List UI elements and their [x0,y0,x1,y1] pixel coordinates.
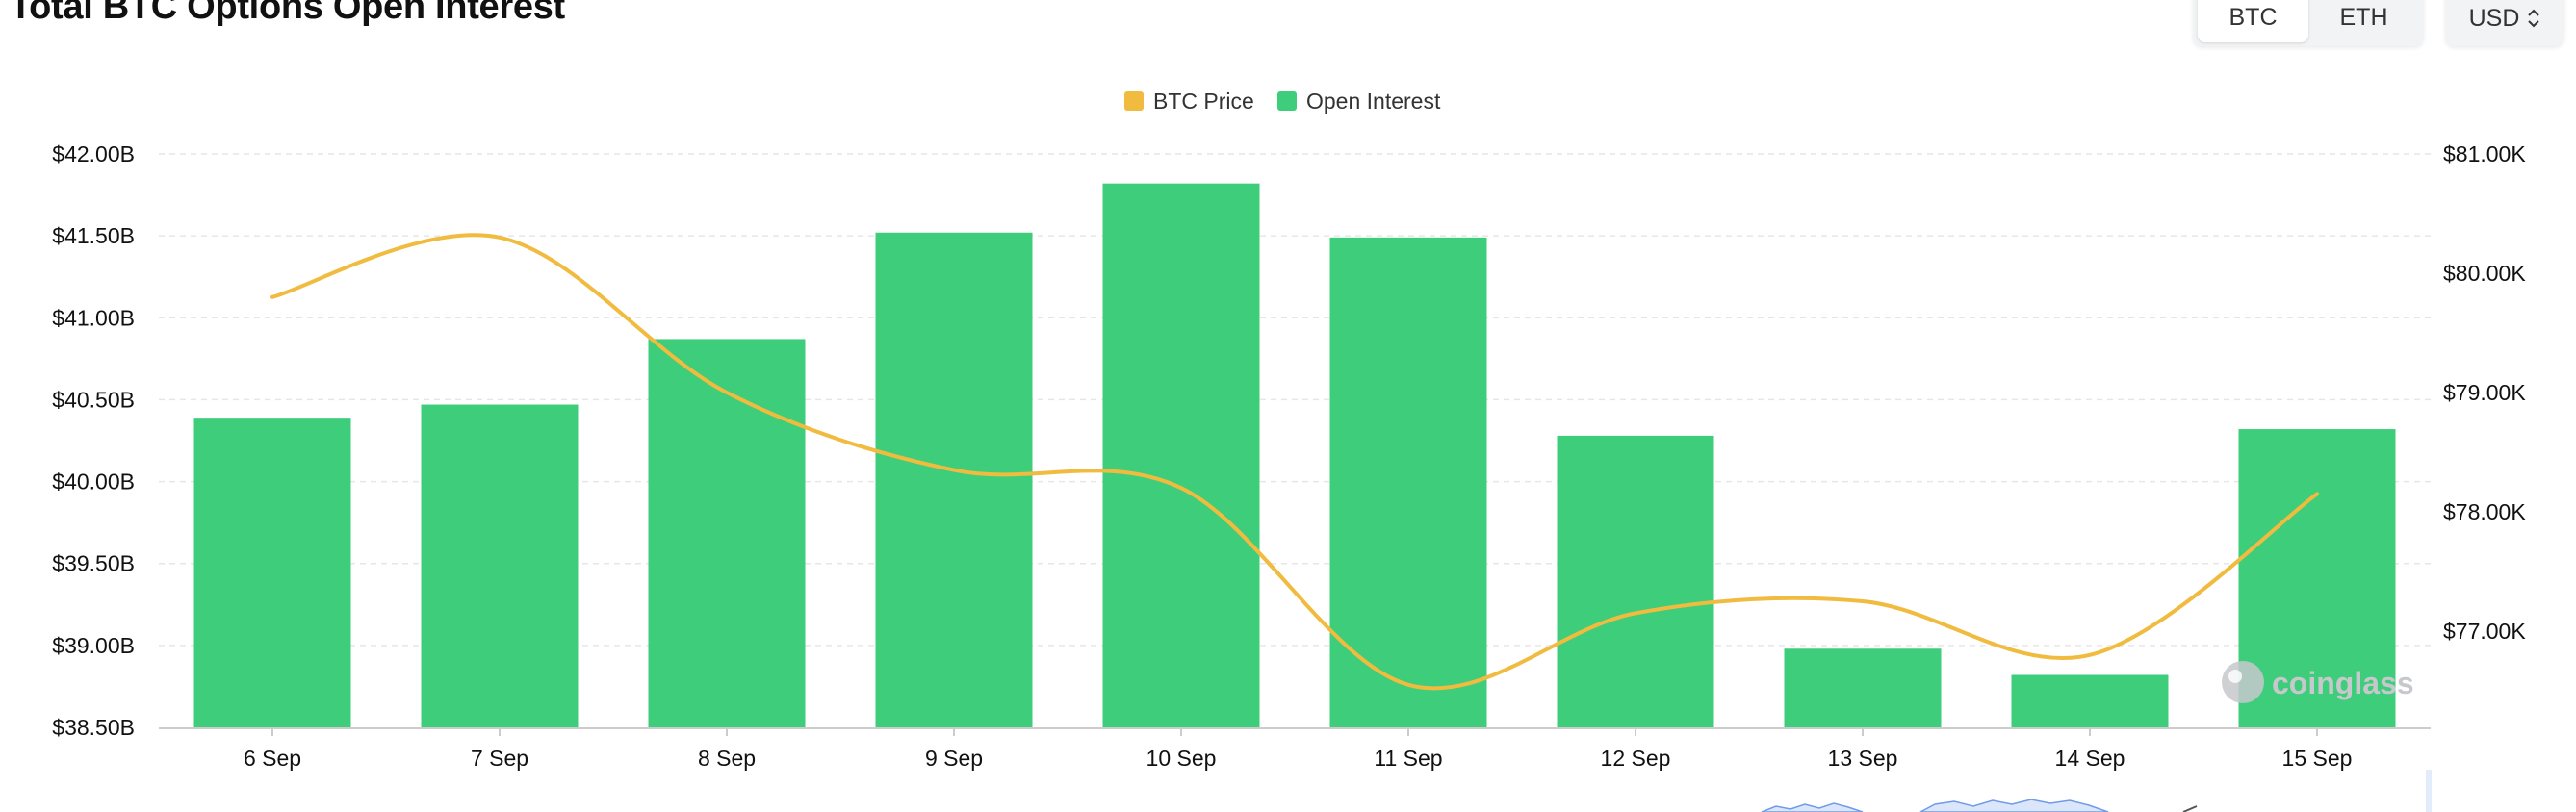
x-tick-label: 12 Sep [1601,746,1671,771]
x-tick-label: 6 Sep [244,746,301,771]
range-overview [1761,770,2432,812]
y-left-tick-label: $40.50B [52,387,135,412]
legend-swatch-btc-price [1124,91,1144,111]
y-right-tick-label: $77.00K [2443,619,2526,644]
x-tick-label: 8 Sep [698,746,756,771]
y-left-tick-label: $42.00B [52,141,135,166]
watermark: coinglass [2222,661,2414,703]
y-left-tick-label: $41.50B [52,223,135,248]
tab-eth[interactable]: ETH [2339,3,2388,31]
axes: $42.00B $41.50B $41.00B $40.50B $40.00B $39.5… [52,141,2526,771]
bar-open-interest [2238,429,2396,727]
currency-select[interactable]: USD [2445,0,2564,46]
asset-toggle: BTC ETH [2193,0,2424,46]
legend-label-open-interest: Open Interest [1306,89,1441,114]
x-tick-label: 13 Sep [1828,746,1898,771]
x-tick-label: 7 Sep [471,746,528,771]
bar-open-interest [1784,648,1942,727]
x-tick-label: 10 Sep [1146,746,1217,771]
watermark-text: coinglass [2272,666,2414,700]
y-left-tick-label: $39.00B [52,633,135,658]
legend: BTC Price Open Interest [1124,89,1441,114]
legend-item-btc-price[interactable]: BTC Price [1124,89,1254,114]
bar-open-interest [193,418,351,727]
bar-open-interest [1329,237,1487,728]
x-tick-label: 9 Sep [925,746,983,771]
line-btc-price [270,233,2319,691]
page-title: Total BTC Options Open Interest [10,0,565,27]
legend-swatch-open-interest [1277,91,1297,111]
y-left-tick-label: $40.00B [52,469,135,495]
y-left-tick-label: $39.50B [52,551,135,576]
tab-btc[interactable]: BTC [2198,0,2308,42]
bar-open-interest [2011,674,2169,727]
bar-open-interest [421,404,579,727]
grid-lines [159,153,2431,647]
btc-price-line [270,233,2319,691]
x-tick-label: 11 Sep [1374,746,1442,771]
legend-label-btc-price: BTC Price [1153,89,1254,114]
bar-open-interest [648,339,806,727]
open-interest-bars [193,183,2396,728]
bar-open-interest [1102,183,1260,727]
legend-item-open-interest[interactable]: Open Interest [1277,89,1441,114]
y-right-tick-label: $78.00K [2443,499,2526,524]
x-tick-label: 14 Sep [2055,746,2125,771]
y-right-tick-label: $80.00K [2443,261,2526,286]
y-right-tick-label: $81.00K [2443,141,2526,166]
y-left-tick-label: $38.50B [52,715,135,740]
bar-open-interest [1557,435,1714,727]
x-tick-label: 15 Sep [2282,746,2353,771]
chevron-updown-icon [2528,9,2540,28]
y-left-tick-label: $41.00B [52,305,135,330]
bar-open-interest [875,232,1033,728]
y-right-tick-label: $79.00K [2443,380,2526,405]
coinglass-logo-icon [2222,661,2264,703]
currency-label: USD [2468,4,2520,32]
